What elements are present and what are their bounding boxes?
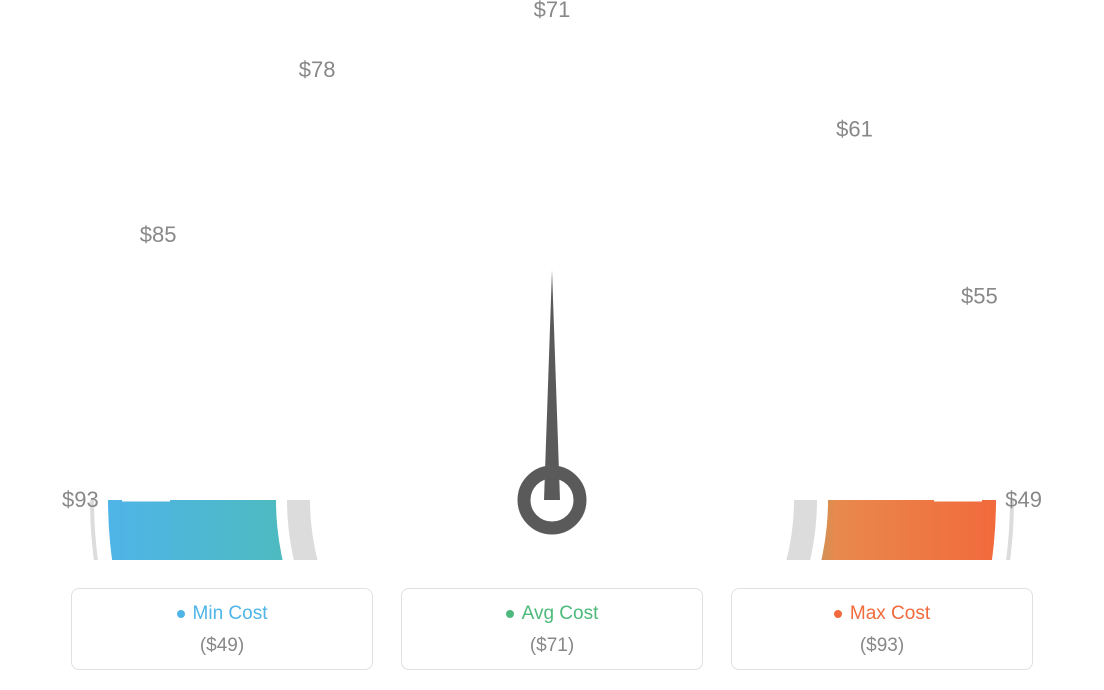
legend-max-value: ($93) <box>732 635 1032 657</box>
avg-dot-icon <box>506 610 514 618</box>
legend-min-value: ($49) <box>72 635 372 657</box>
max-dot-icon <box>834 610 842 618</box>
legend-max-label: Max Cost <box>850 603 930 625</box>
svg-text:$49: $49 <box>1005 487 1042 512</box>
legend-avg-label: Avg Cost <box>522 603 599 625</box>
svg-text:$55: $55 <box>961 283 998 308</box>
legend-min-label: Min Cost <box>193 603 268 625</box>
cost-gauge-chart: $49 $55 $61 $71 $78 $85 $93 <box>0 0 1104 560</box>
legend-max: Max Cost ($93) <box>731 588 1033 670</box>
svg-text:$85: $85 <box>140 222 177 247</box>
legend-min: Min Cost ($49) <box>71 588 373 670</box>
svg-text:$78: $78 <box>299 57 336 82</box>
min-dot-icon <box>177 610 185 618</box>
legend-avg-value: ($71) <box>402 635 702 657</box>
legend-row: Min Cost ($49) Avg Cost ($71) Max Cost (… <box>0 588 1104 670</box>
svg-text:$71: $71 <box>534 0 571 22</box>
svg-text:$61: $61 <box>836 117 873 142</box>
legend-avg: Avg Cost ($71) <box>401 588 703 670</box>
svg-text:$93: $93 <box>62 487 99 512</box>
